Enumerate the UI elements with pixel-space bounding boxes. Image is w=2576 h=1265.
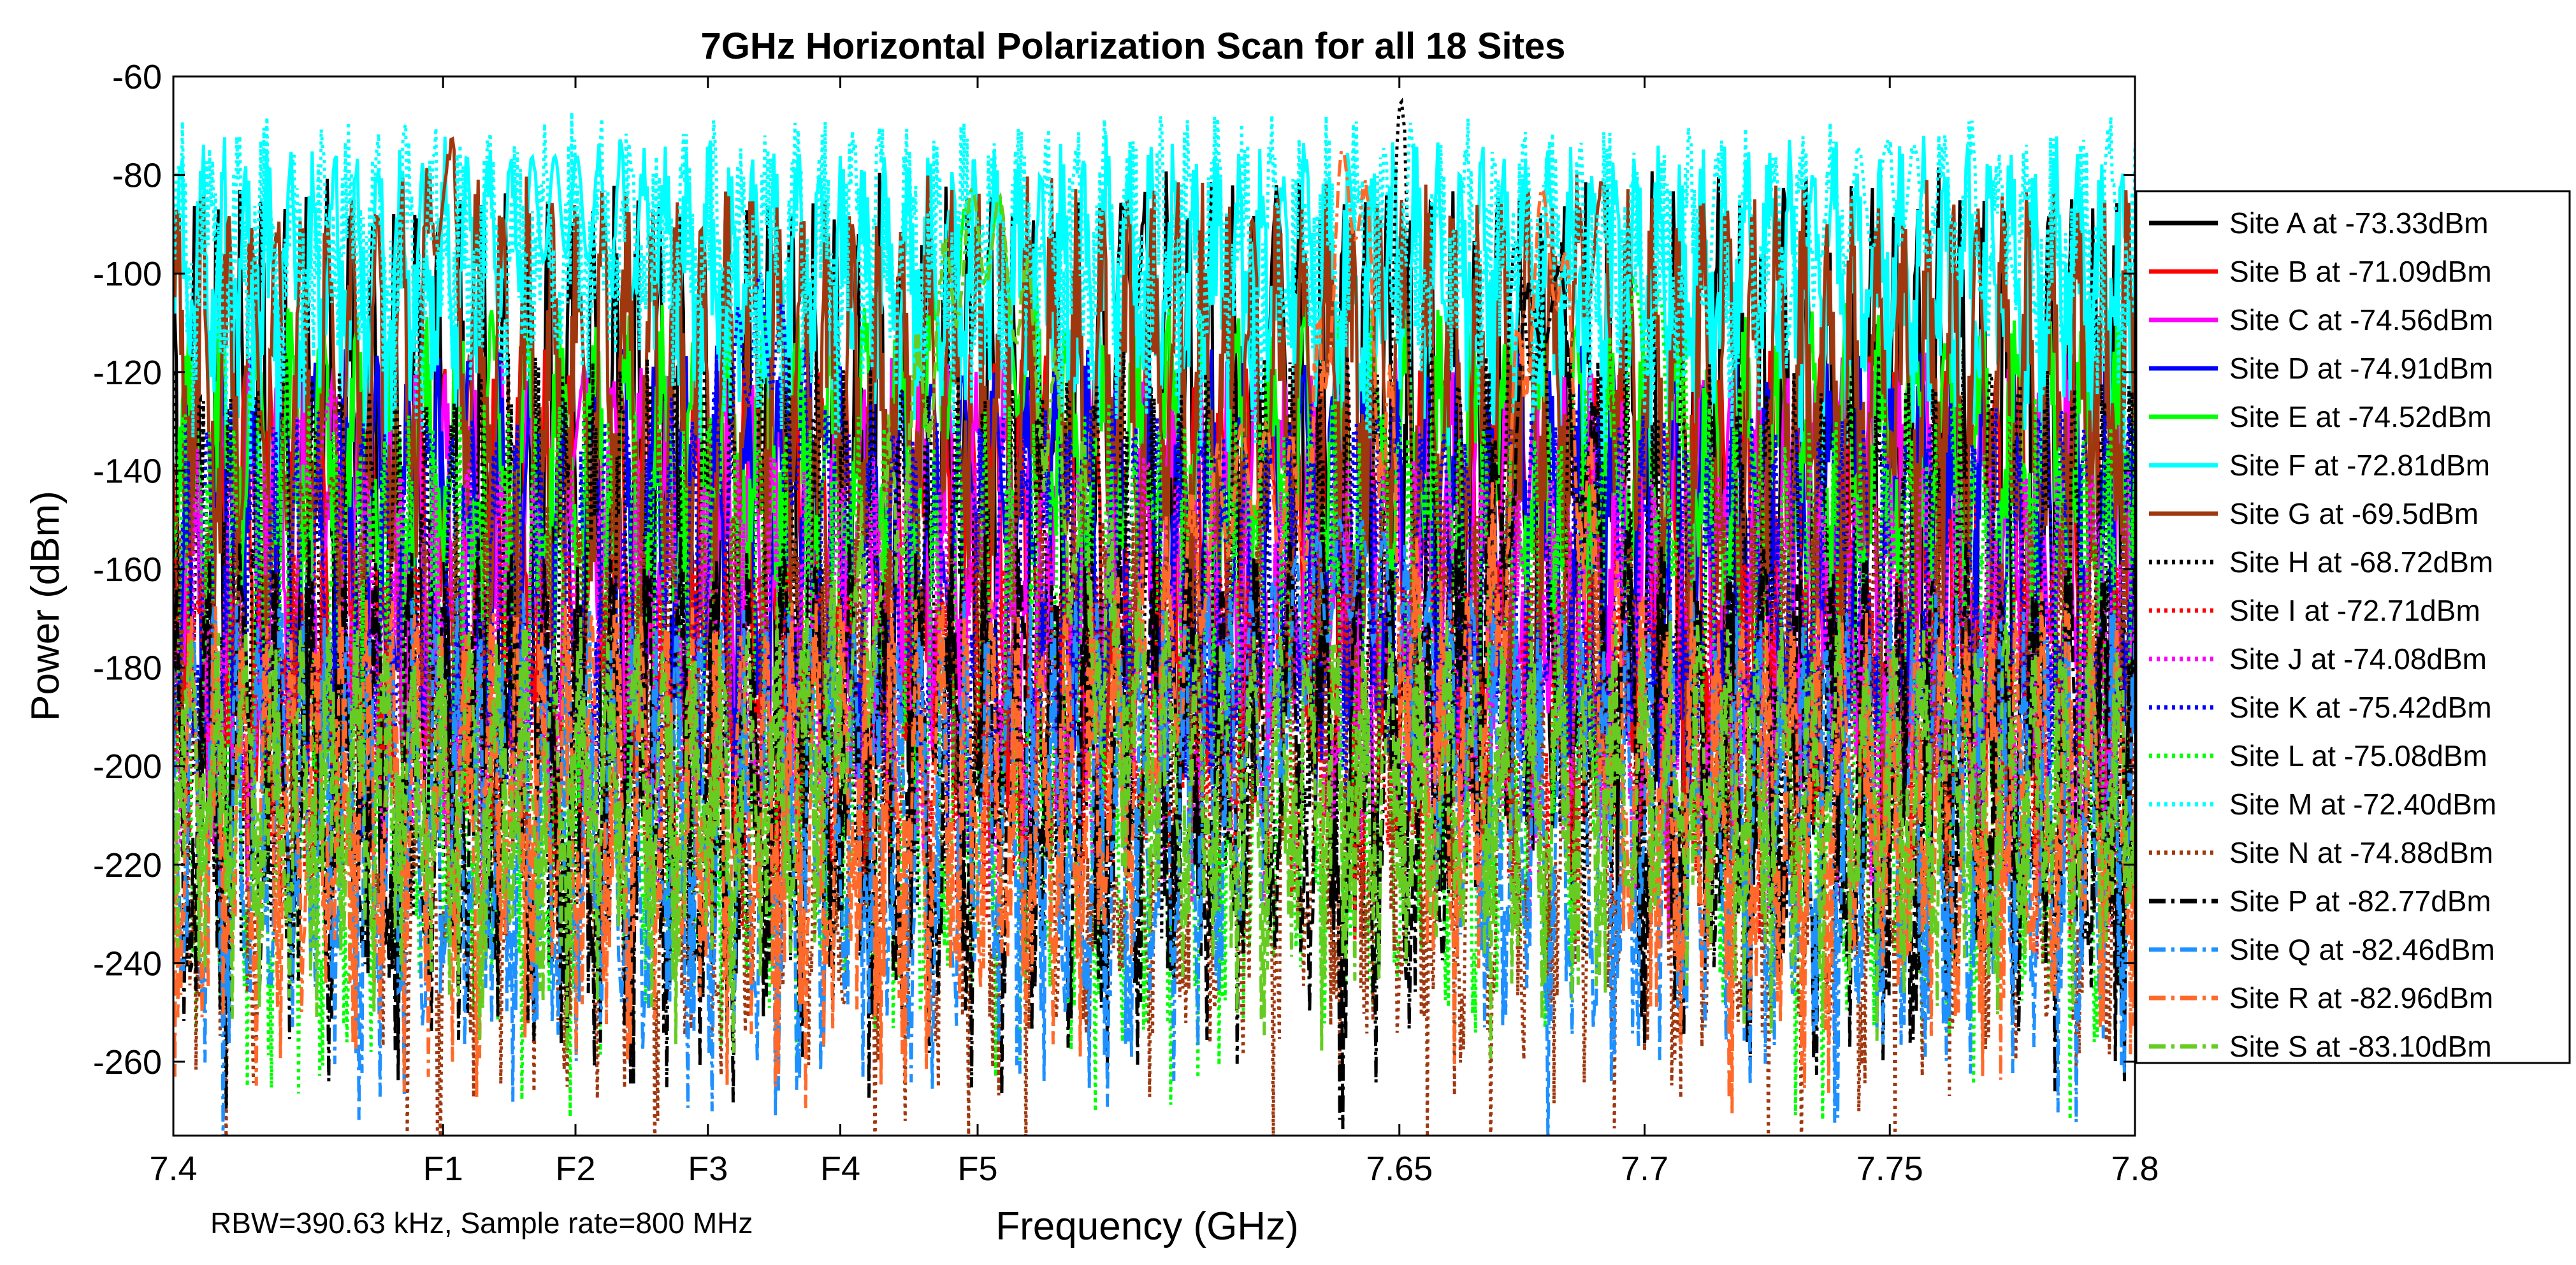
x-tick-label: F2 (555, 1150, 595, 1188)
x-tick-label: 7.7 (1621, 1150, 1668, 1188)
legend-label: Site Q at -82.46dBm (2229, 933, 2495, 966)
legend-label: Site H at -68.72dBm (2229, 546, 2493, 579)
x-tick-label: F4 (820, 1150, 860, 1188)
y-tick-label: -200 (93, 748, 162, 786)
x-tick-label: F5 (957, 1150, 997, 1188)
chart-title: 7GHz Horizontal Polarization Scan for al… (701, 25, 1566, 67)
legend: Site A at -73.33dBm Site B at -71.09dBm Si… (2135, 190, 2571, 1064)
x-tick-label: 7.8 (2111, 1150, 2159, 1188)
y-tick-label: -140 (93, 452, 162, 490)
legend-label: Site C at -74.56dBm (2229, 303, 2493, 336)
plot-frame (172, 75, 2136, 1137)
y-tick-label: -220 (93, 846, 162, 885)
legend-label: Site E at -74.52dBm (2229, 400, 2492, 433)
legend-label: Site M at -72.40dBm (2229, 788, 2496, 821)
series-line (173, 112, 2135, 470)
legend-label: Site G at -69.5dBm (2229, 497, 2478, 530)
legend-label: Site A at -73.33dBm (2229, 206, 2489, 240)
y-tick-label: -260 (93, 1043, 162, 1081)
legend-label: Site B at -71.09dBm (2229, 255, 2492, 288)
series-line (173, 148, 2135, 1114)
legend-label: Site P at -82.77dBm (2229, 885, 2491, 918)
x-tick-label: 7.4 (149, 1150, 197, 1188)
series-line (173, 187, 2135, 1059)
y-tick-label: -80 (112, 157, 162, 195)
legend-label: Site K at -75.42dBm (2229, 691, 2492, 724)
rbw-annotation: RBW=390.63 kHz, Sample rate=800 MHz (210, 1206, 753, 1240)
y-axis: -60 -80 -100 -120 -140 -160 -180 -200 -220 -240 -2… (93, 58, 2135, 1081)
y-tick-label: -180 (93, 649, 162, 688)
legend-label: Site R at -82.96dBm (2229, 981, 2493, 1015)
x-tick-label: F3 (688, 1150, 728, 1188)
legend-label: Site F at -72.81dBm (2229, 449, 2490, 482)
y-tick-label: -160 (93, 551, 162, 589)
x-tick-label: F1 (423, 1150, 463, 1188)
y-tick-label: -120 (93, 354, 162, 392)
legend-label: Site N at -74.88dBm (2229, 836, 2493, 869)
x-tick-label: 7.75 (1856, 1150, 1923, 1188)
legend-label: Site L at -75.08dBm (2229, 739, 2487, 772)
y-tick-label: -240 (93, 944, 162, 983)
y-axis-label: Power (dBm) (24, 491, 68, 721)
x-axis: 7.4 F1 F2 F3 F4 F5 7.65 7.7 7.75 7.8 (149, 76, 2159, 1188)
series-layer (173, 98, 2135, 1136)
legend-label: Site S at -83.10dBm (2229, 1030, 2492, 1063)
legend-label: Site I at -72.71dBm (2229, 594, 2480, 627)
x-tick-label: 7.65 (1366, 1150, 1433, 1188)
legend-label: Site J at -74.08dBm (2229, 642, 2487, 676)
y-tick-label: -100 (93, 255, 162, 293)
y-tick-label: -60 (112, 58, 162, 96)
legend-box (2135, 190, 2571, 1064)
series-line (173, 275, 2135, 1120)
legend-label: Site D at -74.91dBm (2229, 352, 2493, 385)
x-axis-label: Frequency (GHz) (995, 1204, 1298, 1248)
